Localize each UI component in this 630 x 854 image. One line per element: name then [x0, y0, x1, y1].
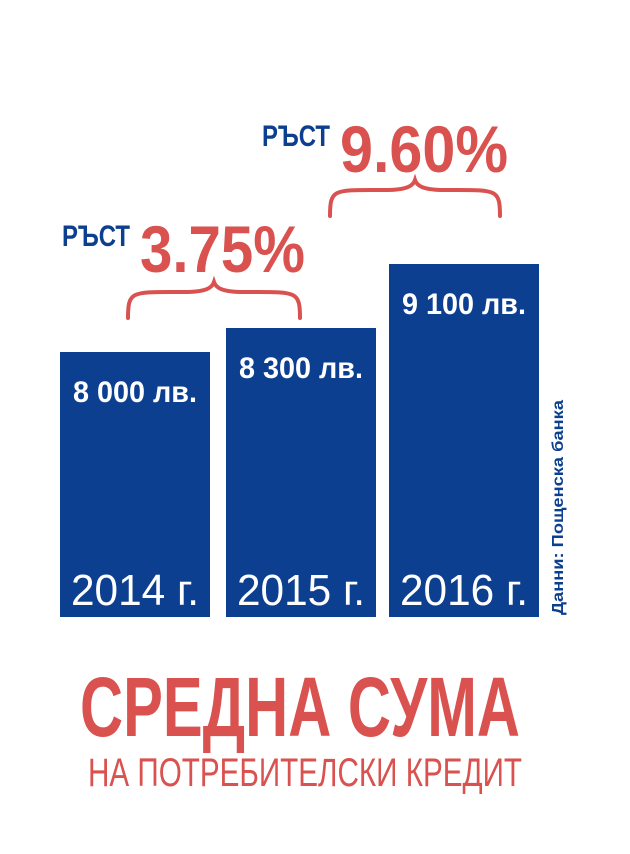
brace: [328, 173, 502, 218]
category-label: 2015 г.: [237, 566, 365, 615]
bar: [60, 352, 210, 617]
annotation-value: 3.75%: [140, 212, 305, 286]
category-label: 2016 г.: [400, 566, 528, 615]
value-label: 8 000 лв.: [73, 376, 197, 409]
annotation-value: 9.60%: [340, 112, 508, 186]
bar: [389, 264, 539, 617]
brace: [126, 275, 302, 320]
value-label: 9 100 лв.: [402, 288, 526, 321]
value-label: 8 300 лв.: [239, 352, 363, 385]
annotation-label: РЪСТ: [62, 220, 130, 253]
chart-title: СРЕДНА СУМА: [80, 660, 520, 754]
annotation-label: РЪСТ: [262, 120, 330, 153]
category-label: 2014 г.: [71, 566, 199, 615]
source: Данни: Пощенска банка: [550, 400, 567, 615]
bar: [226, 328, 376, 617]
chart-subtitle: НА ПОТРЕБИТЕЛСКИ КРЕДИТ: [88, 751, 522, 795]
